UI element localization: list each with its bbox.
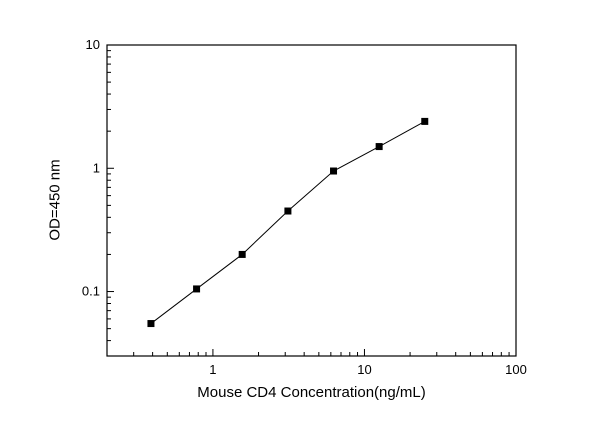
x-axis-title: Mouse CD4 Concentration(ng/mL) [197, 384, 426, 401]
data-point-marker [330, 167, 338, 175]
x-tick-label: 1 [209, 362, 216, 377]
data-line [150, 120, 426, 324]
plot-border [106, 44, 517, 357]
x-tick-label: 100 [505, 362, 527, 377]
y-axis-title: OD=450 nm [46, 159, 64, 241]
data-point-marker [284, 207, 292, 215]
x-tick-label: 10 [357, 362, 371, 377]
data-point-marker [147, 320, 155, 328]
y-tick-label: 10 [86, 37, 100, 52]
data-point-marker [238, 250, 246, 258]
data-point-marker [421, 117, 429, 125]
data-point-marker [193, 285, 201, 293]
data-point-marker [375, 143, 383, 151]
y-tick-label: 0.1 [82, 284, 100, 299]
y-tick-label: 1 [93, 160, 100, 175]
